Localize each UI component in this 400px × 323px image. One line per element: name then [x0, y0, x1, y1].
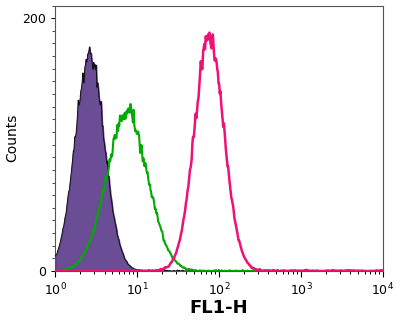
X-axis label: FL1-H: FL1-H	[190, 299, 248, 318]
Y-axis label: Counts: Counts	[6, 114, 20, 162]
